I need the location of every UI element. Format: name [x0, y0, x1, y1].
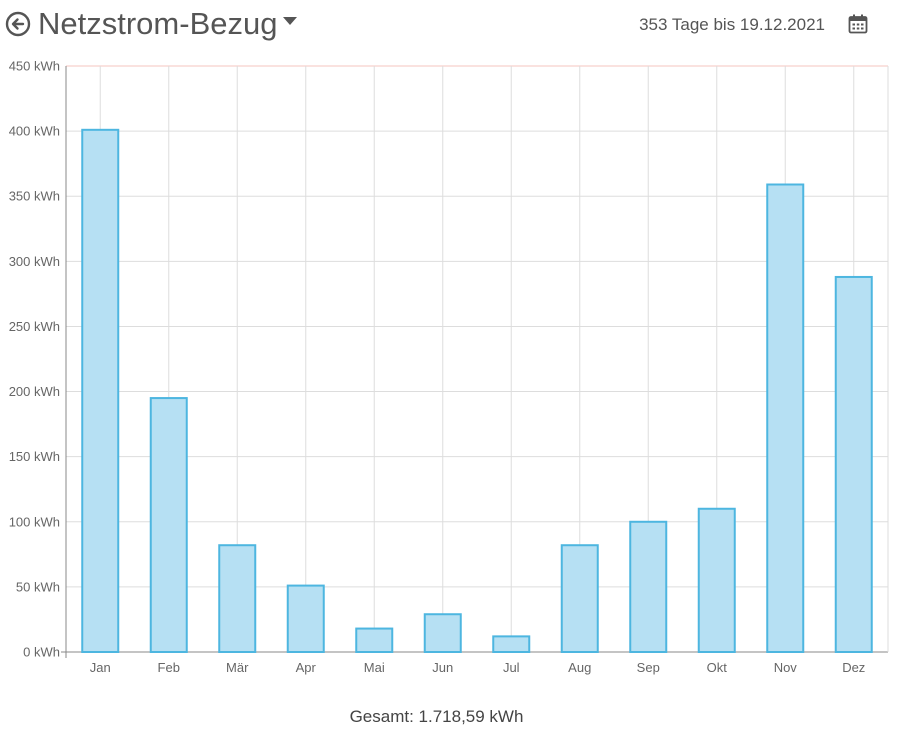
bar-feb[interactable]	[149, 397, 188, 654]
bar-dez[interactable]	[834, 275, 873, 654]
page-title: Netzstrom-Bezug	[38, 6, 278, 41]
x-tick-label: Apr	[296, 660, 317, 675]
y-tick-label: 200 kWh	[9, 384, 60, 399]
caret-down-icon	[283, 16, 298, 25]
x-tick-label: Sep	[637, 660, 660, 675]
date-range: 353 Tage bis 19.12.2021	[639, 15, 825, 34]
x-tick-label: Nov	[774, 660, 798, 675]
y-tick-label: 400 kWh	[9, 124, 60, 139]
y-tick-label: 0 kWh	[23, 645, 60, 660]
x-tick-label: Jul	[503, 660, 520, 675]
x-tick-label: Mär	[226, 660, 249, 675]
y-tick-label: 100 kWh	[9, 514, 60, 529]
bar-aug[interactable]	[560, 544, 599, 653]
x-tick-label: Aug	[568, 660, 591, 675]
y-tick-label: 350 kWh	[9, 189, 60, 204]
bar-mai[interactable]	[355, 627, 394, 653]
x-tick-label: Dez	[842, 660, 865, 675]
arrow-left-circle-icon[interactable]	[5, 11, 31, 37]
monthly-consumption-chart: 0 kWh 50 kWh 100 kWh 150 kWh 200 kWh 250 kWh 3…	[9, 59, 889, 675]
x-tick-label: Okt	[707, 660, 728, 675]
calendar-icon[interactable]	[847, 13, 869, 35]
chart-selector[interactable]: Netzstrom-Bezug	[38, 6, 298, 42]
bar-jan[interactable]	[81, 128, 120, 653]
x-tick-label: Feb	[158, 660, 180, 675]
header: Netzstrom-Bezug 353 Tage bis 19.12.2021	[0, 0, 899, 50]
y-tick-label: 250 kWh	[9, 319, 60, 334]
x-tick-label: Mai	[364, 660, 385, 675]
y-tick-label: 150 kWh	[9, 449, 60, 464]
y-tick-label: 50 kWh	[16, 579, 60, 594]
bar-apr[interactable]	[286, 584, 325, 653]
bar-sep[interactable]	[629, 520, 668, 653]
x-tick-label: Jan	[90, 660, 111, 675]
bar-jun[interactable]	[423, 613, 462, 653]
y-tick-label: 300 kWh	[9, 254, 60, 269]
bar-okt[interactable]	[697, 507, 736, 653]
bar-nov[interactable]	[766, 183, 805, 653]
x-tick-label: Jun	[432, 660, 453, 675]
total-consumption: Gesamt: 1.718,59 kWh	[349, 707, 524, 726]
y-tick-label: 450 kWh	[9, 59, 60, 74]
bar-mär[interactable]	[218, 544, 257, 653]
bar-jul[interactable]	[492, 635, 531, 654]
